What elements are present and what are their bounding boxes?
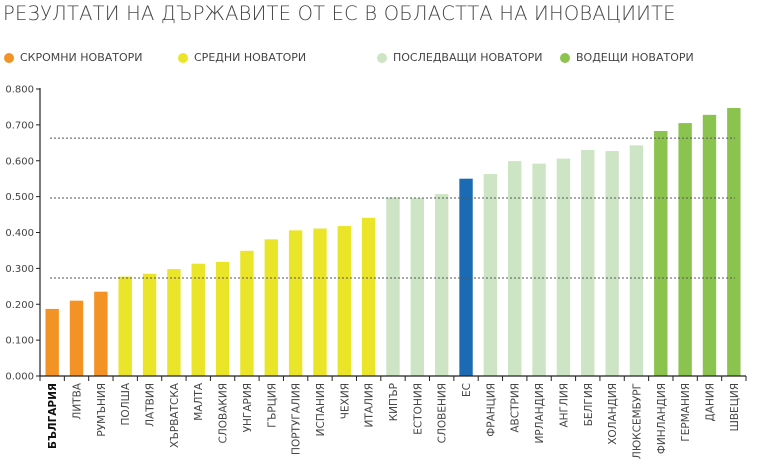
x-tick-label: ПОЛША [120,382,132,425]
legend-item-strong: ПОСЛЕДВАЩИ НОВАТОРИ [377,51,543,64]
bar-27 [678,123,692,376]
bar-29 [727,108,741,377]
x-tick-label: ЕСТОНИЯ [412,383,424,435]
bar-13 [337,226,352,376]
bar-9 [240,250,254,376]
x-tick-label: ДАНИЯ [704,383,716,421]
x-tick-label: КИПЪР [388,383,400,421]
bar-2 [69,300,84,376]
bar-19 [483,174,498,376]
x-tick-label: ИРЛАНДИЯ [534,383,546,444]
chart-title: РЕЗУЛТАТИ НА ДЪРЖАВИТЕ ОТ ЕС В ОБЛАСТТА … [3,2,676,25]
legend-label: СКРОМНИ НОВАТОРИ [20,51,143,64]
x-tick-label: УНГАРИЯ [242,383,254,432]
x-tick-label: ФРАНЦИЯ [485,383,497,437]
legend-item-modest: СКРОМНИ НОВАТОРИ [4,51,143,64]
y-tick-label: 0.600 [5,156,34,167]
bar-1 [45,308,59,376]
x-tick-label: МАЛТА [193,382,205,421]
x-tick-label: ПОРТУГАЛИЯ [291,383,303,455]
bar-26 [654,130,668,376]
bar-23 [581,149,595,376]
y-tick-label: 0.500 [5,192,34,203]
bar-24 [605,151,619,376]
bar-14 [361,217,376,376]
x-tick-label: ХОЛАНДИЯ [607,383,619,445]
legend-dot-icon [178,52,188,63]
x-tick-label: ФИНЛАНДИЯ [656,383,668,454]
bar-28 [702,114,717,376]
bar-17 [434,194,449,376]
x-tick-label: АНГЛИЯ [558,383,570,428]
bar-15 [386,197,400,376]
bar-16 [410,198,425,376]
bar-5 [142,273,157,376]
x-tick-label: ИСПАНИЯ [315,383,327,436]
x-tick-label: ГЪРЦИЯ [266,383,278,428]
legend-label: ПОСЛЕДВАЩИ НОВАТОРИ [393,51,543,64]
bar-22 [556,158,571,376]
legend-dot-icon [377,52,387,63]
x-tick-label: ХЪРВАТСКА [169,382,181,448]
y-tick-label: 0.800 [5,85,34,96]
x-tick-label: ЕС [461,383,473,397]
bar-11 [288,230,303,376]
x-tick-label: СЛОВАКИЯ [218,383,230,443]
legend-label: ВОДЕЩИ НОВАТОРИ [576,51,694,64]
bar-6 [167,269,181,376]
y-tick-label: 0.200 [5,300,34,311]
x-tick-label: БЕЛГИЯ [583,383,595,426]
legend-dot-icon [560,52,570,63]
bar-18 [459,178,473,376]
x-tick-label: ЛАТВИЯ [145,383,157,427]
bar-25 [629,145,644,376]
bar-21 [532,163,546,376]
y-tick-label: 0.300 [5,264,34,275]
y-tick-label: 0.000 [5,372,34,383]
legend-item-leaders: ВОДЕЩИ НОВАТОРИ [560,51,694,64]
bar-7 [191,263,205,376]
x-tick-label: БЪЛГАРИЯ [47,383,59,449]
bar-3 [94,291,108,376]
x-tick-label: СЛОВЕНИЯ [437,383,449,443]
x-tick-label: ЧЕХИЯ [339,383,351,419]
y-tick-label: 0.100 [5,336,34,347]
y-tick-label: 0.400 [5,228,34,239]
x-tick-label: РУМЪНИЯ [96,383,108,437]
x-tick-label: ШВЕЦИЯ [729,383,741,431]
x-tick-label: АВСТРИЯ [510,383,522,433]
x-tick-label: ГЕРМАНИЯ [680,383,692,442]
legend-dot-icon [4,52,14,63]
bar-8 [215,261,230,376]
bar-12 [313,228,327,376]
x-tick-label: ЛИТВА [72,382,84,419]
bar-4 [118,276,132,376]
x-tick-label: ИТАЛИЯ [364,383,376,428]
bar-20 [508,161,522,376]
bar-10 [264,239,278,376]
x-tick-label: ЛЮКСЕМБУРГ [631,383,643,459]
y-tick-label: 0.700 [5,120,34,131]
legend-item-moderate: СРЕДНИ НОВАТОРИ [178,51,306,64]
legend-label: СРЕДНИ НОВАТОРИ [194,51,307,64]
